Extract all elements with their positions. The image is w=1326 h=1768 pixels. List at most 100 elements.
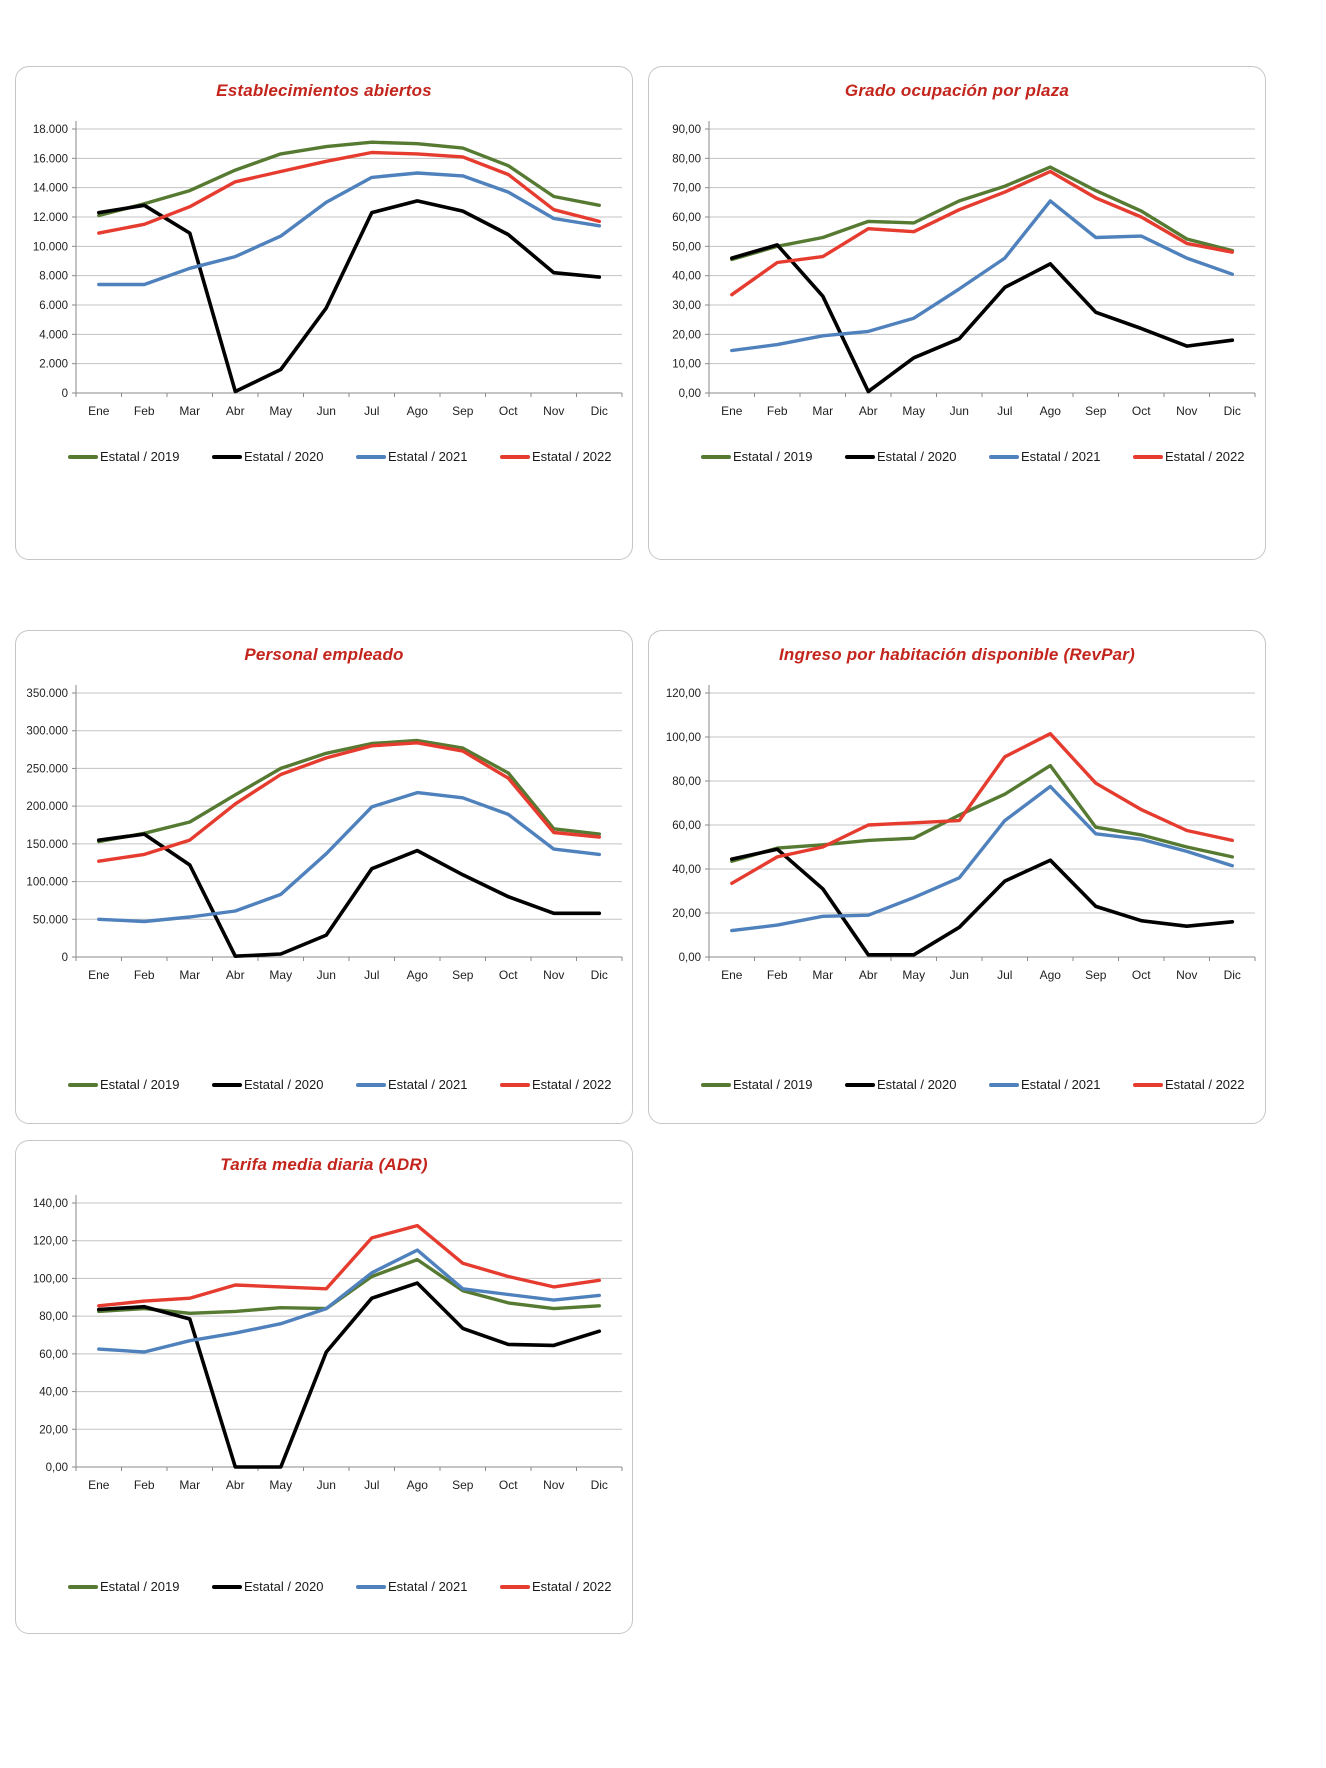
y-axis-tick-label: 350.000: [26, 688, 68, 700]
x-axis-month-label: Ene: [88, 1478, 110, 1492]
legend-line-swatch: [500, 1584, 530, 1589]
legend-line-swatch: [68, 1584, 98, 1589]
legend-line-swatch: [701, 1082, 731, 1087]
y-axis-tick-label: 150.000: [26, 839, 68, 851]
legend-label: Estatal / 2020: [877, 449, 957, 464]
legend-label: Estatal / 2020: [244, 1077, 324, 1092]
y-axis-tick-label: 20,00: [672, 908, 701, 920]
chart-panel-establecimientos-abiertos: Establecimientos abiertos 18.000 16.000 14…: [15, 66, 633, 560]
legend-item-2019: Estatal / 2019: [701, 449, 845, 464]
x-axis-month-label: Abr: [226, 1478, 245, 1492]
legend-item-2020: Estatal / 2020: [212, 1579, 356, 1594]
series-line-2022: [97, 1223, 601, 1308]
legend-line-swatch: [68, 1082, 98, 1087]
x-axis-month-label: May: [269, 1478, 292, 1492]
y-axis-tick-label: 60,00: [39, 1349, 68, 1361]
y-axis-tick-label: 90,00: [672, 124, 701, 136]
x-axis-month-label: Feb: [134, 404, 155, 418]
series-line-2022: [730, 169, 1234, 297]
legend-item-2021: Estatal / 2021: [356, 1077, 500, 1092]
line-chart-adr: 140,00 120,00 100,00 80,00 60,00 40,00 20,00 0,…: [33, 1195, 623, 1492]
x-axis-month-label: Feb: [767, 968, 788, 982]
x-axis-month-label: Jul: [364, 404, 379, 418]
chart-panel-adr: Tarifa media diaria (ADR) 140,00 120,00 10…: [15, 1140, 633, 1634]
x-axis-month-label: Sep: [452, 968, 474, 982]
x-axis-month-label: Oct: [1132, 968, 1151, 982]
y-axis-tick-label: 6.000: [39, 300, 68, 312]
y-axis-tick-label: 8.000: [39, 271, 68, 283]
legend-label: Estatal / 2020: [244, 449, 324, 464]
series-line-2019: [730, 165, 1234, 262]
y-axis-tick-label: 40,00: [672, 864, 701, 876]
series-line-2022: [97, 150, 601, 235]
line-chart-grado-ocupacion: 90,00 80,00 70,00 60,00 50,00 40,00 30,00 20,00…: [672, 121, 1256, 418]
x-axis-month-label: Abr: [859, 968, 878, 982]
x-axis-month-label: Feb: [767, 404, 788, 418]
series-line-2021: [97, 171, 601, 287]
y-axis-tick-label: 40,00: [39, 1387, 68, 1399]
legend-item-2020: Estatal / 2020: [212, 449, 356, 464]
chart-title: Tarifa media diaria (ADR): [220, 1155, 428, 1174]
legend-label: Estatal / 2019: [100, 1077, 180, 1092]
x-axis-month-label: Jun: [950, 404, 969, 418]
y-axis-tick-label: 10,00: [672, 359, 701, 371]
x-axis-month-label: May: [269, 404, 292, 418]
legend-label: Estatal / 2020: [877, 1077, 957, 1092]
legend-item-2019: Estatal / 2019: [68, 1579, 212, 1594]
line-chart-establecimientos: 18.000 16.000 14.000 12.000 10.000 8.000 6.000…: [33, 121, 623, 418]
y-axis-tick-label: 18.000: [33, 124, 68, 136]
y-axis-tick-label: 100.000: [26, 877, 68, 889]
x-axis-month-label: Dic: [591, 968, 608, 982]
legend-line-swatch: [1133, 1082, 1163, 1087]
legend-label: Estatal / 2021: [1021, 449, 1101, 464]
legend-line-swatch: [356, 1082, 386, 1087]
legend-line-swatch: [845, 1082, 875, 1087]
line-chart-personal-empleado: 350.000 300.000 250.000 200.000 150.000 100.0…: [26, 685, 623, 982]
x-axis-month-label: May: [269, 968, 292, 982]
y-axis-tick-label: 60,00: [672, 212, 701, 224]
y-axis-tick-label: 100,00: [33, 1273, 68, 1285]
y-axis-tick-label: 60,00: [672, 820, 701, 832]
legend-item-2021: Estatal / 2021: [356, 1579, 500, 1594]
x-axis-month-label: May: [902, 968, 925, 982]
x-axis-month-label: Ago: [1040, 404, 1062, 418]
series-line-2021: [730, 784, 1234, 933]
chart-panel-grado-ocupacion: Grado ocupación por plaza 90,00 80,00 70,0…: [648, 66, 1266, 560]
x-axis-month-label: Dic: [1224, 404, 1241, 418]
chart-panel-revpar: Ingreso por habitación disponible (RevPa…: [648, 630, 1266, 1124]
chart-legend: Estatal / 2019 Estatal / 2020 Estatal / 20…: [68, 1579, 628, 1594]
legend-line-swatch: [845, 454, 875, 459]
x-axis-month-label: Mar: [179, 404, 200, 418]
legend-label: Estatal / 2021: [388, 1579, 468, 1594]
x-axis-month-label: Sep: [452, 404, 474, 418]
x-axis-month-label: Nov: [543, 968, 564, 982]
y-axis-tick-label: 80,00: [39, 1311, 68, 1323]
series-line-2020: [97, 199, 602, 394]
legend-label: Estatal / 2022: [532, 1077, 612, 1092]
legend-label: Estatal / 2019: [100, 1579, 180, 1594]
series-line-2020: [97, 832, 602, 959]
x-axis-month-label: Jun: [317, 404, 336, 418]
legend-item-2020: Estatal / 2020: [845, 449, 989, 464]
x-axis-month-label: Nov: [1176, 968, 1197, 982]
y-axis-tick-label: 120,00: [666, 688, 701, 700]
x-axis-month-label: Dic: [591, 404, 608, 418]
x-axis-month-label: Mar: [812, 404, 833, 418]
x-axis-month-label: Ago: [407, 968, 429, 982]
chart-title: Personal empleado: [244, 645, 404, 664]
series-line-2019: [97, 738, 601, 844]
y-axis-tick-label: 16.000: [33, 153, 68, 165]
x-axis-month-label: Mar: [179, 1478, 200, 1492]
y-axis-tick-label: 0: [62, 388, 68, 400]
y-axis-tick-label: 40,00: [672, 271, 701, 283]
y-axis-tick-label: 50.000: [33, 914, 68, 926]
x-axis-month-label: Jun: [950, 968, 969, 982]
legend-label: Estatal / 2019: [733, 1077, 813, 1092]
legend-line-swatch: [356, 454, 386, 459]
x-axis-month-label: Sep: [1085, 968, 1107, 982]
y-axis-tick-label: 80,00: [672, 776, 701, 788]
legend-item-2020: Estatal / 2020: [212, 1077, 356, 1092]
y-axis-tick-label: 0,00: [46, 1462, 68, 1474]
chart-legend: Estatal / 2019 Estatal / 2020 Estatal / 20…: [701, 449, 1261, 464]
